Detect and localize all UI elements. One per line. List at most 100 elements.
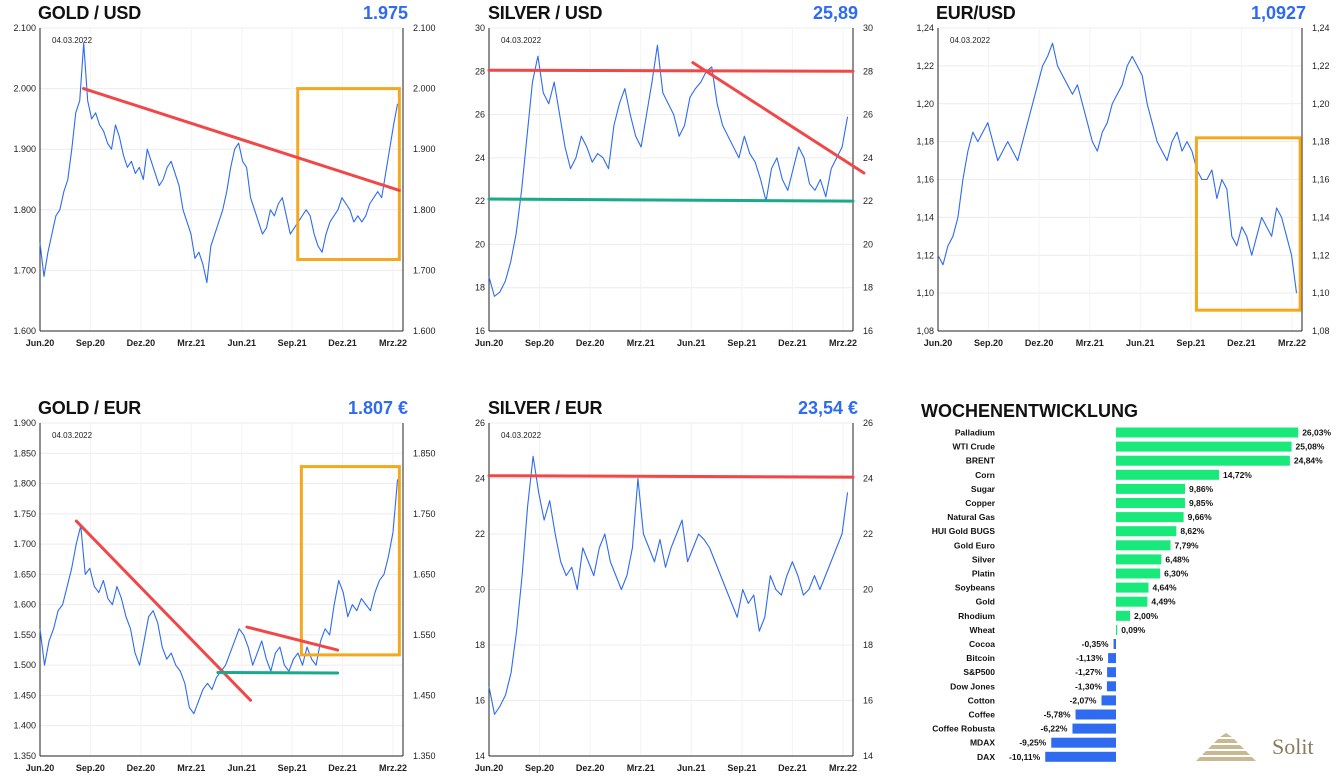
y-tick-label: 1.350 <box>13 751 36 761</box>
y-tick-label: 1.400 <box>13 721 36 731</box>
highlight-box <box>1194 136 1302 312</box>
y-tick-label: 1,08 <box>916 326 934 336</box>
bar-value-label: -5,78% <box>1044 710 1071 720</box>
bar-value-label: 7,79% <box>1175 540 1200 550</box>
y-tick-label: 26 <box>475 110 485 120</box>
bar-category-label: WTI Crude <box>953 442 996 452</box>
y-tick-label-right: 26 <box>863 110 873 120</box>
y-tick-label-right: 1,08 <box>1312 326 1330 336</box>
y-tick-label-right: 1.350 <box>413 751 436 761</box>
current-value: 1.975 <box>362 3 408 23</box>
current-value: 23,54 € <box>797 398 858 418</box>
x-tick-label: Dez.21 <box>778 338 807 348</box>
y-tick-label: 18 <box>475 283 485 293</box>
wochen-bar-chart: Palladium 26,03% WTI Crude 25,08% BRENT 24,84… <box>932 427 1331 762</box>
bar-wti-crude <box>1116 441 1292 452</box>
y-tick-label-right: 28 <box>863 66 873 76</box>
y-tick-label-right: 22 <box>863 196 873 206</box>
date-label: 04.03.2022 <box>950 36 991 45</box>
y-tick-label-right: 1.900 <box>413 144 436 154</box>
bar-bitcoin <box>1108 653 1116 664</box>
current-value: 25,89 <box>812 3 858 23</box>
bar-gold-euro <box>1116 540 1171 551</box>
bar-category-label: Wheat <box>970 625 996 635</box>
bar-coffee-robusta <box>1072 723 1116 734</box>
bar-value-label: 25,08% <box>1296 442 1325 452</box>
bar-cotton <box>1101 695 1116 706</box>
x-tick-label: Mrz.22 <box>829 763 857 773</box>
x-tick-label: Dez.20 <box>127 763 156 773</box>
x-tick-label: Jun.20 <box>26 763 55 773</box>
y-tick-label-right: 24 <box>863 153 873 163</box>
trend-line <box>691 61 866 175</box>
y-tick-label: 1,22 <box>916 61 934 71</box>
x-tick-label: Sep.21 <box>1176 338 1205 348</box>
bar-category-label: Soybeans <box>955 583 995 593</box>
x-tick-label: Sep.20 <box>525 338 554 348</box>
bar-s-p500 <box>1107 667 1116 678</box>
y-tick-label-right: 2.000 <box>413 84 436 94</box>
y-tick-label: 1,10 <box>916 288 934 298</box>
x-tick-label: Mrz.21 <box>627 763 655 773</box>
y-tick-label: 24 <box>475 153 485 163</box>
bar-category-label: Dow Jones <box>950 681 995 691</box>
y-tick-label-right: 1.450 <box>413 690 436 700</box>
y-tick-label: 1,12 <box>916 250 934 260</box>
y-tick-label: 1.600 <box>13 600 36 610</box>
price-series-line <box>39 479 399 715</box>
bar-value-label: 4,64% <box>1152 583 1177 593</box>
y-tick-label: 1,20 <box>916 99 934 109</box>
bar-mdax <box>1051 737 1116 748</box>
price-series-line <box>937 42 1298 294</box>
bar-category-label: Silver <box>972 554 996 564</box>
x-tick-label: Jun.21 <box>1126 338 1155 348</box>
bar-category-label: Copper <box>965 498 995 508</box>
y-tick-label: 14 <box>475 751 485 761</box>
bar-value-label: -0,35% <box>1082 639 1109 649</box>
y-tick-label: 1.450 <box>13 690 36 700</box>
bar-category-label: Coffee Robusta <box>932 724 995 734</box>
date-label: 04.03.2022 <box>52 36 93 45</box>
y-tick-label-right: 26 <box>863 418 873 428</box>
bar-category-label: Palladium <box>955 428 996 438</box>
bar-category-label: Platin <box>972 569 995 579</box>
y-tick-label: 30 <box>475 23 485 33</box>
y-tick-label-right: 1.850 <box>413 448 436 458</box>
chart-title: SILVER / USD <box>488 3 603 23</box>
y-tick-label-right: 22 <box>863 529 873 539</box>
bar-value-label: 9,86% <box>1189 484 1214 494</box>
x-tick-label: Dez.21 <box>1227 338 1256 348</box>
y-tick-label-right: 1,20 <box>1312 99 1330 109</box>
y-tick-label: 18 <box>475 640 485 650</box>
y-tick-label: 2.100 <box>13 23 36 33</box>
bar-soybeans <box>1116 582 1149 593</box>
highlight-box <box>299 465 401 657</box>
y-tick-label: 1,24 <box>916 23 934 33</box>
trend-line <box>487 68 855 73</box>
bar-value-label: -9,25% <box>1019 738 1046 748</box>
bar-value-label: 6,30% <box>1164 569 1189 579</box>
x-tick-label: Dez.20 <box>576 338 605 348</box>
current-value: 1.807 € <box>347 398 408 418</box>
bar-category-label: Cotton <box>968 695 995 705</box>
x-tick-label: Sep.21 <box>727 338 756 348</box>
bar-value-label: 9,66% <box>1188 512 1213 522</box>
x-tick-label: Mrz.21 <box>627 338 655 348</box>
date-label: 04.03.2022 <box>501 36 542 45</box>
bar-category-label: Bitcoin <box>966 653 995 663</box>
bar-category-label: Natural Gas <box>947 512 995 522</box>
bar-category-label: MDAX <box>970 738 995 748</box>
support-line <box>216 670 340 675</box>
price-series-line <box>488 455 849 715</box>
x-tick-label: Sep.21 <box>278 338 307 348</box>
x-tick-label: Mrz.21 <box>177 763 205 773</box>
bar-value-label: -1,27% <box>1075 667 1102 677</box>
pyramid-icon <box>1196 733 1256 761</box>
y-tick-label: 22 <box>475 529 485 539</box>
bar-dow-jones <box>1106 681 1116 692</box>
x-tick-label: Sep.21 <box>278 763 307 773</box>
y-tick-label: 26 <box>475 418 485 428</box>
bar-natural-gas <box>1116 512 1184 523</box>
